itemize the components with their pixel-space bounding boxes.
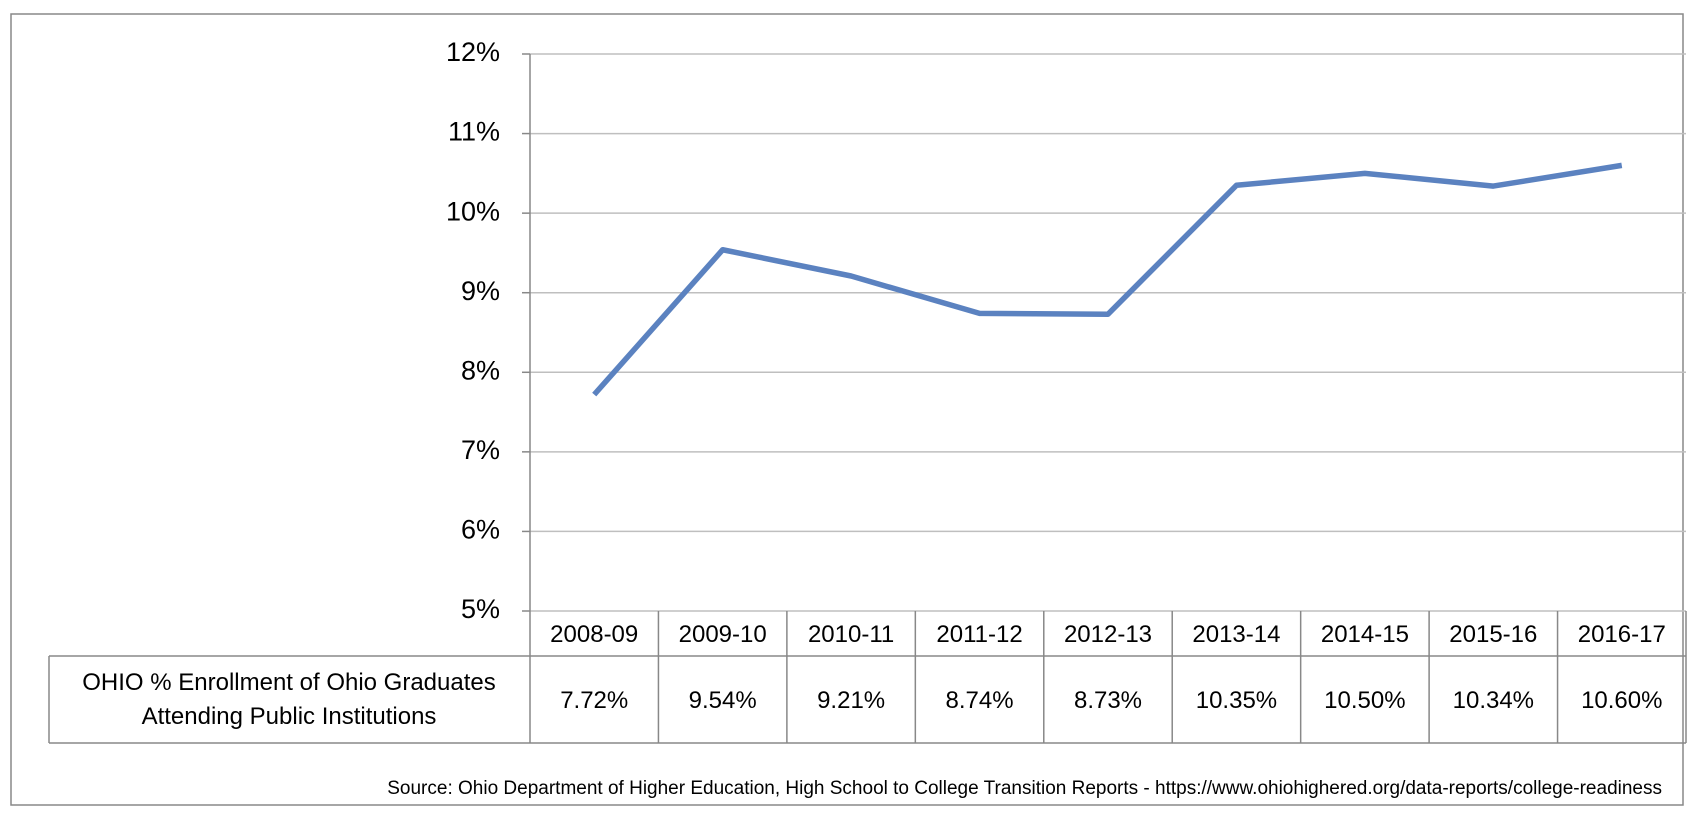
data-line: [592, 162, 1623, 397]
table-value: 9.54%: [689, 687, 757, 714]
x-tick-label: 2008-09: [550, 621, 638, 648]
source-note: Source: Ohio Department of Higher Educat…: [387, 778, 1662, 799]
y-tick-label: 11%: [448, 117, 500, 147]
y-tick-label: 9%: [461, 276, 500, 306]
table-value: 9.21%: [817, 687, 885, 714]
x-tick-label: 2011-12: [936, 621, 1022, 648]
table-value: 8.74%: [946, 687, 1014, 714]
table-value: 10.60%: [1581, 687, 1662, 714]
x-tick-label: 2013-14: [1192, 621, 1280, 648]
chart-border: [10, 13, 1684, 806]
y-tick-label: 10%: [446, 196, 500, 226]
table-value: 7.72%: [560, 687, 628, 714]
y-tick-label: 5%: [461, 594, 500, 624]
x-tick-label: 2009-10: [679, 621, 767, 648]
table-value: 10.34%: [1453, 687, 1534, 714]
y-tick-label: 8%: [461, 355, 500, 385]
x-tick-label: 2010-11: [808, 621, 894, 648]
table-value: 10.35%: [1196, 687, 1277, 714]
x-tick-label: 2012-13: [1064, 621, 1152, 648]
y-tick-label: 6%: [461, 515, 500, 545]
x-tick-label: 2014-15: [1321, 621, 1409, 648]
table-value: 8.73%: [1074, 687, 1142, 714]
x-tick-label: 2015-16: [1449, 621, 1537, 648]
y-tick-label: 7%: [461, 435, 500, 465]
table-value: 10.50%: [1324, 687, 1405, 714]
x-tick-label: 2016-17: [1578, 621, 1666, 648]
y-tick-label: 12%: [446, 37, 500, 67]
series-label: OHIO % Enrollment of Ohio Graduates Atte…: [82, 669, 496, 730]
